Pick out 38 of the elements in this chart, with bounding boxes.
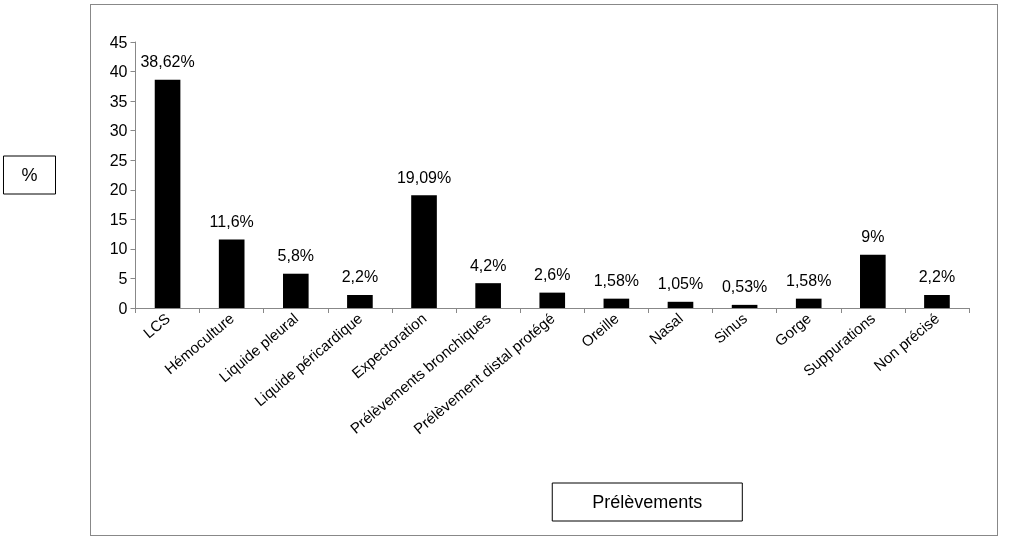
y-tick-label: 15 — [109, 210, 128, 228]
bar — [411, 195, 437, 308]
bar — [475, 283, 501, 308]
y-tick-label: 40 — [109, 63, 128, 81]
data-label: 11,6% — [209, 212, 254, 230]
bar — [795, 298, 822, 308]
y-tick-label: 20 — [109, 181, 128, 199]
bar — [539, 292, 566, 308]
data-label: 1,05% — [657, 275, 704, 293]
bar — [347, 295, 373, 308]
data-label: 2,6% — [534, 266, 571, 284]
y-tick-label: 10 — [109, 240, 128, 258]
data-label: 9% — [861, 228, 885, 246]
bar — [667, 301, 694, 308]
data-label: 5,8% — [277, 247, 315, 265]
data-label: 19,09% — [396, 168, 452, 186]
y-tick-label: 25 — [109, 151, 128, 169]
data-label: 38,62% — [140, 53, 195, 71]
data-label: 2,2% — [341, 268, 379, 286]
data-label: 4,2% — [469, 256, 507, 274]
y-axis-title: % — [21, 165, 38, 185]
y-tick-label: 35 — [109, 92, 128, 110]
bar — [603, 298, 630, 308]
data-label: 2,2% — [918, 268, 956, 286]
data-label: 0,53% — [721, 278, 768, 296]
bar — [154, 79, 181, 308]
data-label: 1,58% — [593, 272, 640, 290]
x-axis-title: Prélèvements — [592, 492, 703, 512]
bar — [282, 273, 309, 308]
bar — [218, 239, 245, 308]
y-tick-label: 5 — [118, 269, 128, 287]
y-tick-label: 45 — [109, 33, 128, 51]
bar — [860, 254, 886, 308]
bar — [731, 304, 758, 308]
y-tick-label: 0 — [118, 299, 128, 317]
bar — [924, 295, 950, 308]
y-tick-label: 30 — [109, 122, 128, 140]
data-label: 1,58% — [786, 272, 832, 290]
